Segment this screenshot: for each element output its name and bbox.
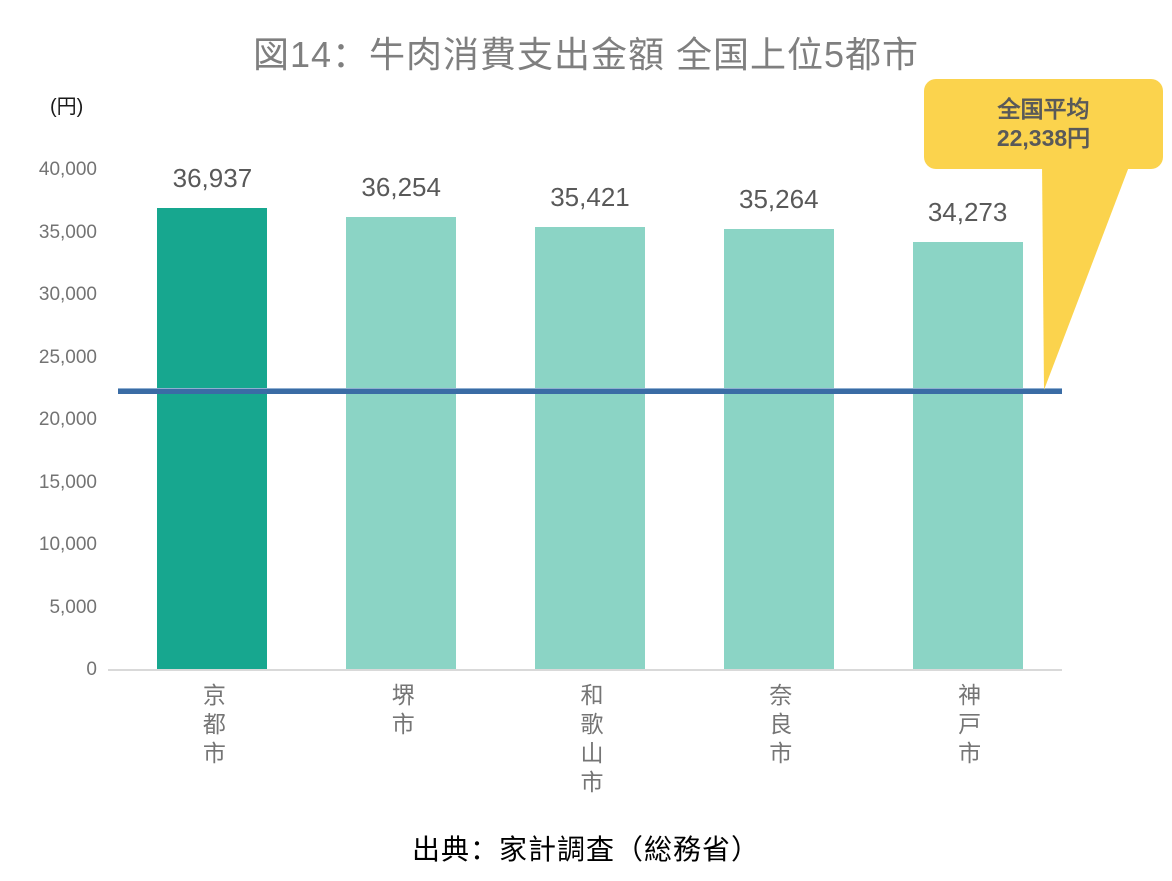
y-axis-tick-label: 20,000: [38, 409, 97, 430]
bar-4: [912, 241, 1023, 670]
y-axis-tick-label: 35,000: [38, 221, 97, 243]
chart-title: 図14：牛肉消費支出金額 全国上位5都市: [252, 34, 920, 75]
average-callout: 全国平均 22,338円: [924, 79, 1163, 169]
y-axis-tick-label: 10,000: [38, 534, 97, 555]
bar-0: [157, 208, 268, 670]
bar-value-label: 34,273: [927, 196, 1008, 227]
y-axis-unit-label: (円): [50, 96, 84, 118]
x-axis-label-2: 和歌山市: [576, 683, 603, 799]
callout-line1: 全国平均: [997, 96, 1090, 122]
y-axis-tick-label: 25,000: [38, 346, 97, 368]
source-caption: 出典：家計調査（総務省）: [411, 834, 760, 865]
bar-value-label: 35,421: [550, 182, 630, 213]
x-axis-label-0: 京都市: [199, 683, 226, 770]
callout-tail-shape: [1042, 164, 1130, 390]
callout-line2: 22,338円: [996, 125, 1091, 151]
bar-value-label: 36,254: [361, 171, 441, 202]
bar-value-label: 36,937: [172, 163, 253, 194]
x-axis-label-3: 奈良市: [765, 683, 792, 770]
x-axis-label-1: 堺市: [388, 683, 415, 741]
bar-2: [535, 227, 645, 670]
x-axis-label-4: 神戸市: [954, 683, 981, 770]
x-axis-baseline: [108, 669, 1062, 671]
y-axis-tick-label: 30,000: [38, 284, 97, 305]
average-line: [118, 387, 1062, 394]
y-axis-tick-label: 40,000: [38, 159, 97, 180]
y-axis-tick-label: 15,000: [38, 471, 97, 493]
bar-value-label: 35,264: [739, 184, 819, 215]
y-axis-tick-label: 5,000: [49, 596, 97, 618]
callout-tail: [1042, 164, 1130, 390]
bar-3: [723, 229, 834, 670]
bar-1: [346, 216, 457, 670]
y-axis-tick-label: 0: [86, 659, 97, 680]
